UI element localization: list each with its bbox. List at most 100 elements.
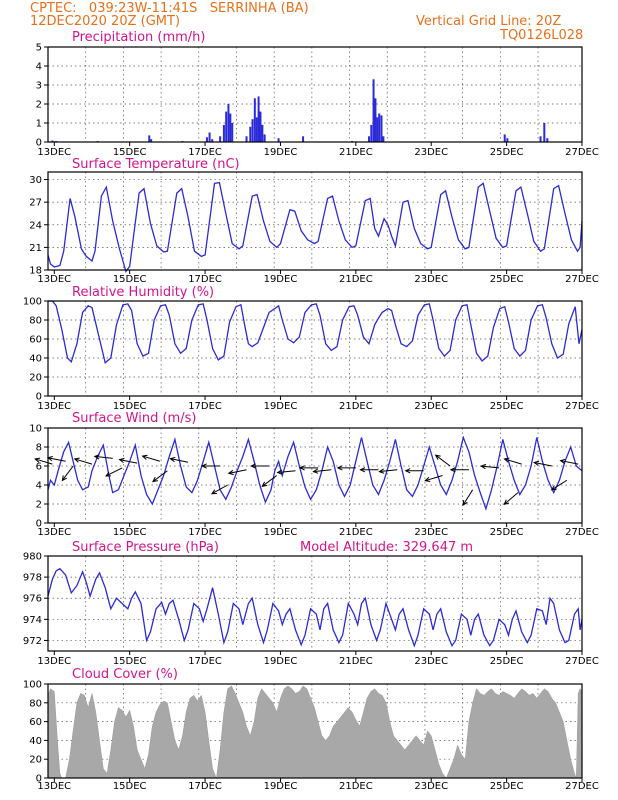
- wind-arrow-head: [298, 465, 305, 471]
- wind-arrow-shaft: [74, 458, 93, 465]
- wind-ytick-label: 0: [36, 519, 42, 530]
- wind-ytick-label: 8: [36, 443, 42, 454]
- pressure-xtick-label: 23DEC: [414, 656, 448, 667]
- wind-arrow-shaft: [379, 469, 398, 473]
- wind-arrow: [93, 454, 113, 460]
- cloud-xtick-label: 21DEC: [339, 781, 373, 792]
- cloud-area: [47, 685, 583, 779]
- temp-xtick-label: 21DEC: [339, 274, 373, 285]
- wind-arrow: [200, 463, 221, 469]
- temp-ytick-label: 21: [29, 243, 42, 254]
- precip-xtick-label: 15DEC: [113, 147, 147, 158]
- temp-title: Surface Temperature (nC): [72, 157, 240, 172]
- precip-bar: [539, 136, 542, 142]
- wind-arrow-head: [424, 476, 431, 482]
- precip-bar: [51, 140, 54, 142]
- temp-ytick-label: 27: [29, 198, 42, 209]
- pressure-annotation: Model Altitude: 329.647 m: [300, 540, 473, 555]
- precip-bar: [376, 117, 379, 142]
- wind-arrow: [227, 469, 247, 476]
- wind-arrow-head: [449, 467, 456, 473]
- wind-arrow-head: [559, 458, 566, 464]
- wind-panel: 0 2 4 6 8 10 13DEC 15DEC 17DEC 19DEC 21DEC 23DEC 25D…: [29, 411, 599, 538]
- wind-arrow: [404, 468, 424, 474]
- pressure-frame: [47, 555, 583, 652]
- wind-ytick-label: 10: [29, 424, 42, 435]
- precip-xtick-label: 25DEC: [490, 147, 524, 158]
- wind-arrow-head: [105, 471, 112, 477]
- pressure-ytick-label: 980: [23, 552, 42, 563]
- wind-arrow-shaft: [142, 455, 160, 462]
- wind-arrow: [118, 457, 138, 464]
- temp-ytick-label: 30: [29, 175, 42, 186]
- precip-bar: [205, 137, 208, 142]
- wind-arrow-head: [434, 454, 441, 460]
- wind-arrow-head: [141, 454, 148, 460]
- cloud-title: Cloud Cover (%): [72, 667, 178, 682]
- rh-ytick-label: 20: [29, 373, 42, 384]
- wind-arrow: [73, 457, 93, 465]
- rh-ytick-label: 100: [23, 297, 42, 308]
- wind-arrow-head: [93, 454, 100, 460]
- pressure-title: Surface Pressure (hPa): [72, 540, 219, 555]
- wind-arrow: [533, 460, 552, 467]
- precip-ytick-label: 5: [36, 43, 42, 54]
- station-header-line1: CPTEC: 039:23W-11:41S SERRINHA (BA): [30, 1, 309, 16]
- wind-arrow-head: [73, 457, 80, 463]
- wind-arrow: [480, 463, 500, 470]
- wind-ytick-label: 4: [36, 481, 42, 492]
- rh-ytick-label: 60: [29, 335, 42, 346]
- cloud-ytick-label: 0: [36, 774, 42, 785]
- wind-arrow-head: [378, 468, 385, 474]
- precip-panel: 0 1 2 3 4 5 13DEC 15DEC 17DEC 19DEC 21DEC 23DEC 25DE…: [36, 30, 599, 158]
- pressure-panel: 972 974 976 978 980 13DEC 15DEC 17DEC 19DEC 21DEC…: [23, 540, 599, 667]
- wind-arrow-shaft: [152, 470, 168, 482]
- precip-bar: [506, 138, 509, 142]
- precip-bar: [231, 123, 234, 142]
- precip-ytick-label: 1: [36, 119, 42, 130]
- precip-ytick-label: 4: [36, 62, 42, 73]
- pressure-xtick-label: 15DEC: [113, 656, 147, 667]
- pressure-ytick-label: 976: [23, 594, 42, 605]
- precip-bar: [148, 135, 151, 142]
- pressure-xtick-label: 25DEC: [490, 656, 524, 667]
- wind-xtick-label: 15DEC: [113, 527, 147, 538]
- precip-bar: [382, 136, 385, 142]
- wind-xtick-label: 19DEC: [264, 527, 298, 538]
- wind-xtick-label: 23DEC: [414, 527, 448, 538]
- wind-arrow-head: [118, 457, 125, 464]
- wind-arrow-shaft: [94, 455, 113, 459]
- cloud-xtick-label: 25DEC: [490, 781, 524, 792]
- wind-arrow-head: [261, 481, 268, 487]
- precip-bar: [208, 132, 211, 142]
- cloud-xtick-label: 13DEC: [37, 781, 71, 792]
- precip-bar: [277, 138, 280, 142]
- wind-arrow: [449, 467, 469, 473]
- precip-xtick-label: 21DEC: [339, 147, 373, 158]
- rh-xtick-label: 15DEC: [113, 401, 147, 412]
- precip-bar: [219, 136, 222, 142]
- wind-arrow: [105, 467, 123, 477]
- rh-xtick-label: 17DEC: [188, 401, 222, 412]
- wind-arrow-shaft: [170, 458, 189, 463]
- wind-arrow: [359, 467, 379, 473]
- cloud-xtick-label: 27DEC: [565, 781, 599, 792]
- wind-arrow-shaft: [61, 465, 74, 481]
- rh-title: Relative Humidity (%): [72, 285, 214, 300]
- temp-series-line: [47, 181, 583, 273]
- wind-arrow-head: [34, 457, 41, 463]
- temp-ytick-label: 24: [29, 220, 42, 231]
- wind-arrow-shaft: [47, 457, 66, 462]
- wind-arrow: [434, 454, 451, 467]
- cloud-ytick-label: 80: [29, 698, 42, 709]
- wind-ytick-label: 2: [36, 500, 42, 511]
- wind-xtick-label: 13DEC: [37, 527, 71, 538]
- temp-xtick-label: 23DEC: [414, 274, 448, 285]
- cloud-xtick-label: 17DEC: [188, 781, 222, 792]
- precip-bar: [245, 136, 248, 142]
- cloud-ytick-label: 20: [29, 755, 42, 766]
- rh-series-line: [48, 300, 583, 364]
- precip-bar: [302, 136, 305, 142]
- temp-xtick-label: 17DEC: [188, 274, 222, 285]
- wind-arrow-head: [210, 489, 217, 495]
